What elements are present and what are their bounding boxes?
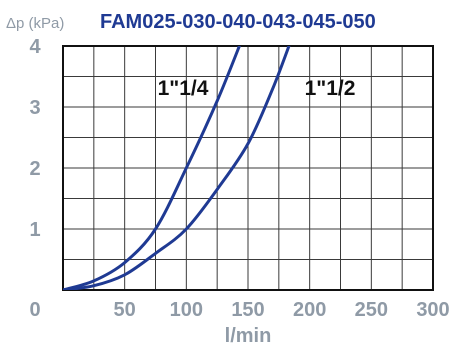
axis-ticks: 0 50 100 150 200 250 300 1 2 3 4 [29,36,449,321]
x-tick-label: 100 [170,299,203,321]
x-tick-label: 150 [231,299,264,321]
y-tick-label: 4 [29,36,41,58]
chart-title: FAM025-030-040-043-045-050 [100,11,376,33]
y-tick-label: 1 [29,219,40,241]
x-axis-label: l/min [225,325,272,347]
chart-grid [62,45,434,291]
x-tick-label: 0 [29,299,40,321]
x-tick-label: 50 [114,299,136,321]
plot-frame [62,45,434,291]
y-tick-label: 3 [29,97,40,119]
series-line [63,46,291,290]
series-label: 1"1/4 [158,77,209,100]
series-label: 1"1/2 [305,77,356,100]
x-tick-label: 200 [293,299,326,321]
y-tick-label: 2 [29,158,40,180]
series-line [63,46,241,290]
x-tick-label: 300 [416,299,449,321]
y-axis-unit-label: Δp (kPa) [6,15,64,32]
x-tick-label: 250 [355,299,388,321]
series-lines: 1"1/4 1"1/2 [63,46,356,290]
